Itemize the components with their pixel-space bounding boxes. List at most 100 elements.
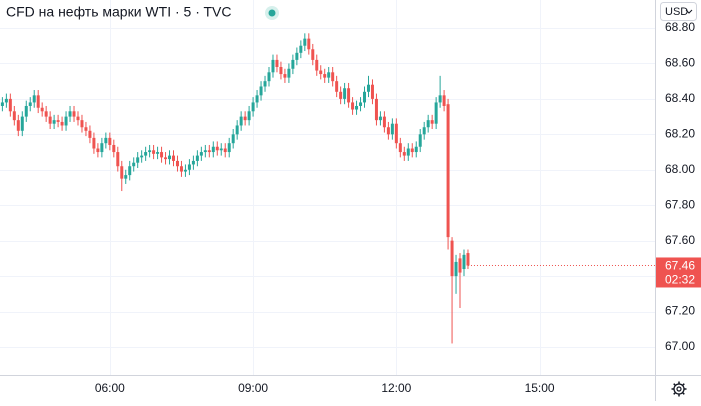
axis-labels: 67.0067.2067.4067.6067.8068.0068.2068.40… bbox=[95, 20, 696, 395]
candle-body bbox=[12, 111, 16, 121]
candle-body bbox=[108, 137, 112, 145]
candle-body bbox=[398, 143, 402, 153]
candle-body bbox=[466, 253, 470, 266]
candle-body bbox=[442, 95, 446, 106]
candle-body bbox=[44, 111, 48, 117]
candle-body bbox=[235, 125, 239, 135]
candle-body bbox=[52, 120, 56, 124]
candle-body bbox=[152, 150, 156, 154]
candle-body bbox=[390, 123, 394, 135]
candle-body bbox=[303, 38, 307, 46]
candle-body bbox=[422, 127, 426, 135]
candle-body bbox=[164, 157, 168, 160]
candle-body bbox=[171, 155, 175, 161]
candle-body bbox=[430, 120, 434, 124]
candle-body bbox=[8, 98, 12, 112]
currency-button[interactable] bbox=[660, 2, 697, 21]
candle-body bbox=[355, 105, 359, 110]
candle-body bbox=[144, 152, 148, 156]
candle-body bbox=[219, 148, 223, 151]
chart-title: CFD на нефть марки WTI · 5 · TVC bbox=[6, 4, 232, 20]
candle-body bbox=[223, 148, 227, 153]
candle-body bbox=[287, 68, 291, 78]
candle-body bbox=[331, 72, 335, 82]
last-price-label: 67.46 bbox=[665, 259, 695, 273]
candle-body bbox=[48, 116, 52, 124]
candle-body bbox=[370, 84, 374, 99]
candle-body bbox=[132, 162, 136, 167]
currency-label[interactable]: USD bbox=[665, 6, 688, 18]
candle-body bbox=[195, 155, 199, 161]
candle-body bbox=[275, 59, 279, 67]
candle-body bbox=[295, 52, 299, 60]
candle-body bbox=[136, 157, 140, 163]
candle-body bbox=[307, 38, 311, 50]
candle-body bbox=[243, 116, 247, 121]
y-tick-label: 67.20 bbox=[665, 304, 695, 318]
candle-body bbox=[347, 88, 351, 103]
candle-body bbox=[124, 175, 128, 179]
candle-body bbox=[199, 152, 203, 156]
candle-body bbox=[116, 152, 120, 167]
candle-body bbox=[299, 45, 303, 53]
status-dot bbox=[268, 9, 276, 17]
candle-body bbox=[251, 102, 255, 112]
candle-body bbox=[291, 59, 295, 69]
settings-icon[interactable] bbox=[671, 381, 687, 397]
candle-body bbox=[88, 130, 92, 138]
candle-body bbox=[263, 81, 267, 87]
x-tick-label: 06:00 bbox=[95, 381, 125, 395]
candle-body bbox=[279, 66, 283, 75]
candle-body bbox=[168, 155, 172, 160]
candle-body bbox=[4, 98, 8, 103]
candle-body bbox=[462, 254, 466, 270]
y-tick-label: 67.60 bbox=[665, 233, 695, 247]
candle-body bbox=[343, 88, 347, 99]
candle-body bbox=[446, 104, 450, 238]
candle-body bbox=[323, 74, 327, 78]
candle-body bbox=[120, 166, 124, 179]
candle-body bbox=[100, 143, 104, 153]
candle-body bbox=[0, 102, 4, 106]
last-price-box bbox=[656, 257, 701, 288]
candle-body bbox=[410, 148, 414, 153]
candle-body bbox=[366, 84, 370, 92]
candle-body bbox=[227, 143, 231, 153]
candle-body bbox=[211, 146, 215, 153]
candle-body bbox=[382, 116, 386, 128]
y-tick-label: 68.00 bbox=[665, 162, 695, 176]
candle-body bbox=[414, 146, 418, 153]
candle-body bbox=[156, 152, 160, 154]
candles bbox=[0, 33, 470, 344]
candle-body bbox=[319, 70, 323, 75]
candle-body bbox=[160, 152, 164, 158]
candle-body bbox=[327, 72, 331, 78]
candle-body bbox=[247, 111, 251, 121]
candle-body bbox=[359, 102, 363, 106]
y-tick-label: 68.20 bbox=[665, 127, 695, 141]
y-tick-label: 68.80 bbox=[665, 20, 695, 34]
candle-body bbox=[363, 91, 367, 103]
candle-body bbox=[80, 120, 84, 128]
candle-body bbox=[378, 116, 382, 121]
candle-body bbox=[191, 160, 195, 165]
candle-body bbox=[104, 137, 108, 144]
candle-body bbox=[179, 166, 183, 172]
candle-body bbox=[24, 105, 28, 117]
candle-body bbox=[64, 116, 68, 126]
candle-body bbox=[271, 59, 275, 73]
candle-body bbox=[28, 102, 32, 106]
candle-body bbox=[112, 144, 116, 153]
currency-chevron[interactable] bbox=[685, 9, 693, 14]
candle-body bbox=[259, 86, 263, 96]
candle-body bbox=[255, 95, 259, 103]
y-tick-label: 67.00 bbox=[665, 339, 695, 353]
candle-body bbox=[92, 137, 96, 149]
candle-body bbox=[60, 121, 64, 126]
candle-body bbox=[438, 95, 442, 103]
candle-body bbox=[128, 166, 132, 176]
candle-body bbox=[96, 148, 100, 153]
y-tick-label: 67.80 bbox=[665, 197, 695, 211]
